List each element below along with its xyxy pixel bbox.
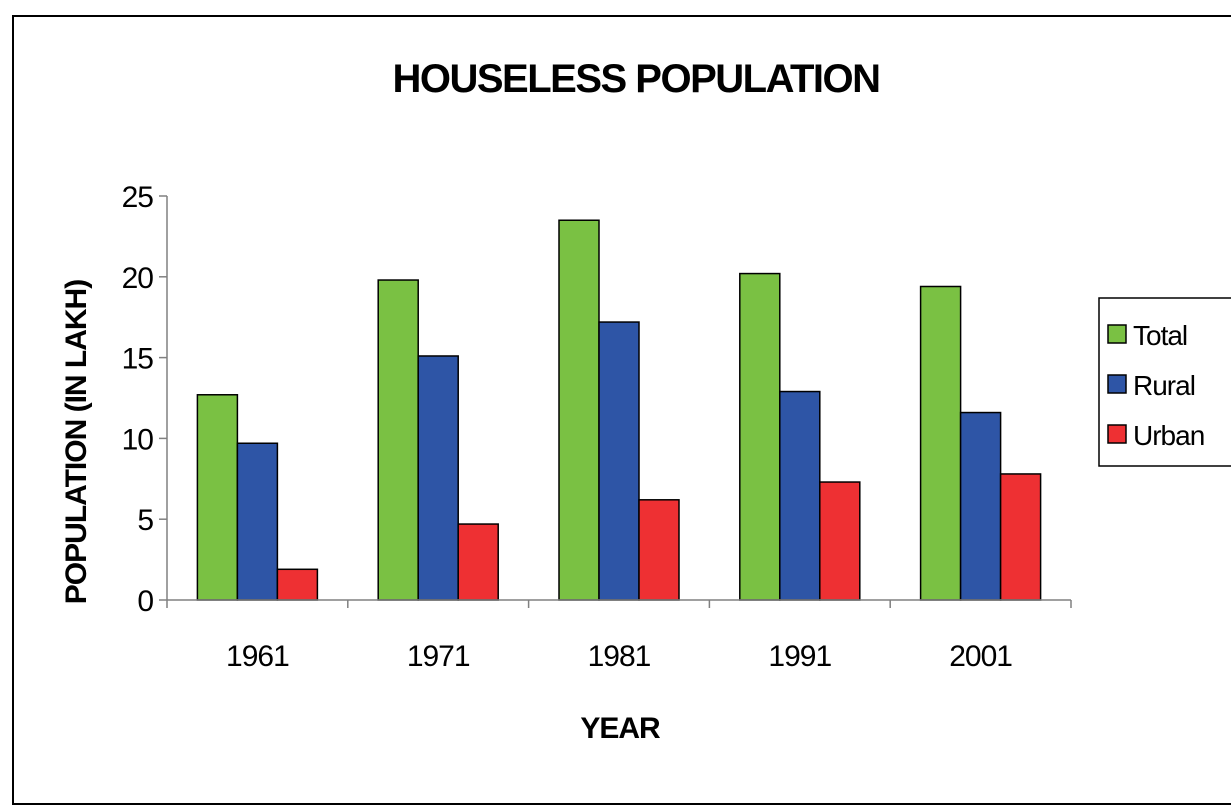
x-tick-label: 1981 — [588, 640, 651, 673]
legend-label-total: Total — [1133, 320, 1187, 351]
x-axis-ticks: 1961 1971 1981 1991 2001 — [166, 600, 1072, 673]
bar-urban-1981 — [638, 499, 680, 601]
bar-urban-1991 — [819, 481, 861, 601]
x-tick-label: 1961 — [226, 640, 289, 673]
y-tick-label: 10 — [122, 423, 154, 456]
bar-total-1981 — [558, 219, 600, 601]
legend-swatch-urban — [1107, 424, 1127, 444]
bar-urban-1971 — [457, 523, 499, 601]
bar-rural-1971 — [417, 355, 459, 601]
bar-total-1971 — [377, 279, 419, 601]
x-tick-label: 1971 — [407, 640, 470, 673]
bar-rural-1991 — [779, 390, 821, 601]
y-axis-title: POPULATION (IN LAKH) — [60, 280, 93, 604]
y-tick-label: 15 — [122, 343, 154, 376]
bar-rural-1981 — [598, 321, 640, 601]
bar-total-2001 — [919, 285, 962, 601]
y-tick-label: 20 — [122, 262, 154, 295]
bar-urban-2001 — [999, 473, 1042, 601]
legend: Total Rural Urban — [1098, 297, 1231, 467]
legend-label-rural: Rural — [1133, 370, 1195, 401]
chart-title: HOUSELESS POPULATION — [392, 57, 879, 101]
y-tick-label: 5 — [137, 504, 153, 537]
x-tick-label: 2001 — [949, 640, 1012, 673]
bar-urban-1961 — [276, 568, 319, 601]
bar-total-1961 — [196, 394, 239, 601]
legend-swatch-total — [1107, 324, 1127, 344]
y-axis-ticks: 0 5 10 15 20 25 — [122, 181, 167, 618]
bars-group — [196, 219, 1042, 601]
bar-rural-1961 — [236, 442, 279, 601]
legend-label-urban: Urban — [1133, 420, 1204, 451]
x-axis-title: YEAR — [580, 712, 661, 745]
bar-rural-2001 — [959, 411, 1002, 601]
x-tick-label: 1991 — [768, 640, 831, 673]
legend-swatch-rural — [1107, 374, 1127, 394]
bar-total-1991 — [739, 272, 781, 601]
y-tick-label: 25 — [122, 181, 154, 214]
y-tick-label: 0 — [137, 585, 153, 618]
